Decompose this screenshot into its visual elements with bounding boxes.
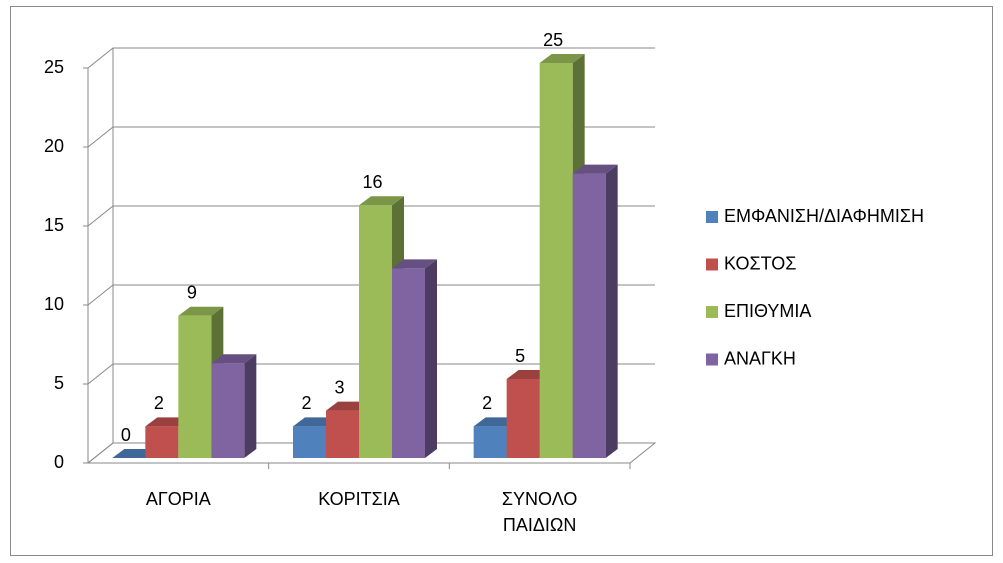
- legend-swatch: [706, 211, 718, 223]
- bar: [572, 173, 606, 458]
- data-label: 3: [334, 377, 344, 397]
- y-tick-label: 15: [44, 215, 64, 235]
- grid-line: [87, 205, 655, 227]
- bar: [392, 268, 425, 458]
- x-tick-label: ΣΥΝΟΛΟ ΠΑΙΔΙΩΝ: [501, 489, 578, 535]
- grid-line: [87, 47, 655, 69]
- bar: [293, 426, 326, 458]
- bar-side: [605, 164, 618, 458]
- bar-side: [425, 259, 437, 458]
- legend-swatch: [706, 353, 718, 366]
- legend-label: ΕΜΦΑΝΙΣΗ/ΔΙΑΦΗΜΙΣΗ: [724, 206, 924, 226]
- data-label: 25: [543, 30, 563, 50]
- bar-top: [211, 354, 257, 364]
- bar: [145, 426, 179, 458]
- bar: [211, 363, 245, 458]
- data-label: 5: [515, 346, 525, 366]
- y-tick-label: 10: [44, 294, 64, 314]
- legend-swatch: [706, 258, 718, 271]
- legend-label: ΚΟΣΤΟΣ: [724, 253, 796, 273]
- data-label: 0: [121, 425, 131, 445]
- x-tick-label: ΚΟΡΙΤΣΙΑ: [318, 489, 400, 509]
- grid-line: [87, 126, 655, 148]
- grid-line: [87, 363, 655, 385]
- bar-top: [178, 306, 224, 316]
- bar: [326, 410, 359, 458]
- frame: [10, 6, 993, 556]
- y-tick-label: 0: [54, 452, 64, 472]
- x-tick-label: ΑΓΟΡΙΑ: [145, 489, 211, 509]
- y-tick-label: 5: [54, 373, 64, 393]
- bar-top: [359, 196, 404, 206]
- data-label: 9: [187, 283, 197, 303]
- legend-label: ΑΝΑΓΚΗ: [724, 348, 796, 368]
- y-tick-label: 20: [44, 136, 64, 156]
- bar: [359, 205, 392, 458]
- bar-top: [572, 164, 618, 174]
- data-label: 2: [482, 393, 492, 413]
- bar-side: [244, 354, 257, 458]
- bar: [473, 426, 507, 458]
- bar: [539, 63, 573, 458]
- legend-swatch: [706, 306, 718, 318]
- bar-top: [392, 259, 437, 269]
- data-label: 2: [301, 393, 311, 413]
- grid-line: [87, 284, 655, 306]
- legend-label: ΕΠΙΘΥΜΙΑ: [724, 301, 811, 321]
- bar: [506, 379, 540, 458]
- bar-top: [539, 54, 585, 63]
- data-label: 2: [154, 393, 164, 413]
- bar: [178, 315, 212, 458]
- y-tick-label: 25: [44, 57, 64, 77]
- data-label: 16: [362, 172, 382, 192]
